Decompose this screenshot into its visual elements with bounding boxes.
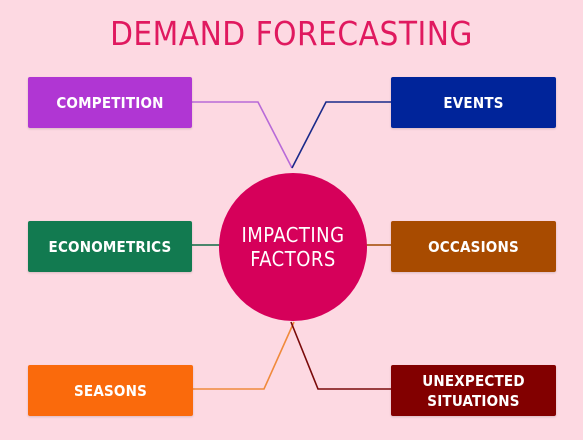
factor-box-econometrics: ECONOMETRICS [28,221,192,272]
connector-unexpected [290,321,391,390]
connector-competition [192,101,293,169]
factor-box-events: EVENTS [391,77,556,128]
factor-box-unexpected: UNEXPECTED SITUATIONS [391,365,556,416]
connector-seasons [193,321,295,390]
factor-box-occasions: OCCASIONS [391,221,556,272]
factor-box-seasons: SEASONS [28,365,193,416]
factor-box-competition: COMPETITION [28,77,192,128]
hub-circle: IMPACTING FACTORS [219,173,367,321]
connector-events [291,101,391,169]
diagram-title: DEMAND FORECASTING [110,14,473,53]
